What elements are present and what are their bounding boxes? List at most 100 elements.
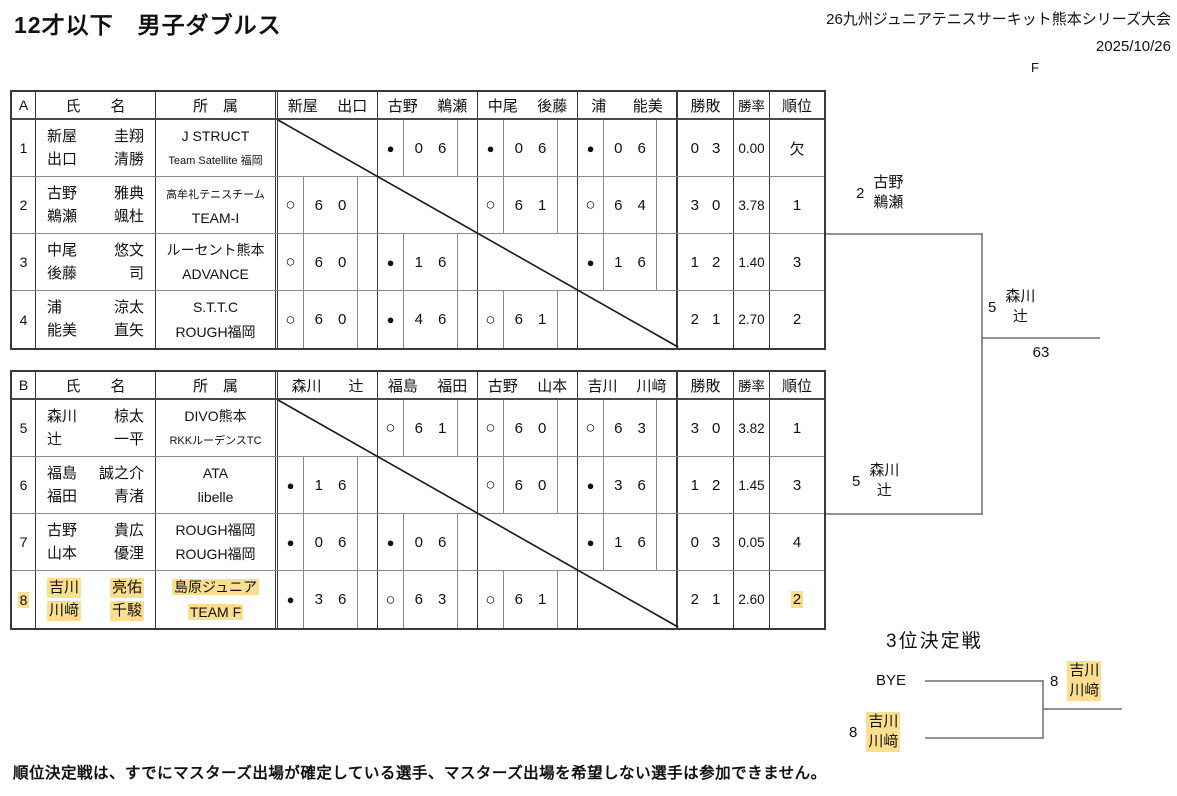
player-family-name: 能美: [47, 322, 78, 340]
match-result-cell: ○ 6 0: [278, 177, 378, 233]
match-extra-cell: [357, 234, 377, 290]
club-name: Team Satellite 福岡: [168, 154, 263, 167]
player-line: 出口 清勝: [36, 150, 155, 170]
player-family-name: 吉川: [47, 577, 82, 598]
loss-mark-icon: ●: [378, 234, 404, 290]
rank-value: 4: [792, 533, 802, 551]
losses-value: 1: [712, 591, 721, 608]
club-cell: ATA libelle: [156, 457, 278, 513]
row-number: 7: [19, 534, 28, 550]
score-value: 6: [514, 196, 523, 214]
player-names-cell: 浦 涼太 能美 直矢: [36, 291, 156, 348]
match-extra-cell: [457, 400, 477, 456]
club-line: libelle: [198, 488, 234, 506]
rank-column-header: 順位: [781, 97, 812, 115]
player-names-cell: 吉川 亮佑 川﨑 千駿: [36, 571, 156, 628]
club-line: Team Satellite 福岡: [168, 150, 262, 170]
score-value: 6: [614, 419, 623, 437]
table-row: 3 中尾 悠文 後藤司 ルーセント熊本 ADVANCE ○ 6 0 ● 1 6 ● 1 6 1…: [12, 234, 824, 291]
rank-column-header: 順位: [781, 377, 812, 395]
win-mark-icon: ○: [278, 291, 304, 348]
match-result-cell: ● 1 6: [378, 234, 478, 290]
rank-value: 2: [790, 591, 804, 608]
player-family-name: 古野: [47, 184, 78, 202]
loss-mark-icon: ●: [278, 514, 304, 570]
bracket-entry-third-bottom: 8 吉川 川﨑: [849, 712, 901, 752]
match-result-cell: ● 0 6: [378, 514, 478, 570]
club-line: ATA: [203, 464, 228, 482]
table-body: 1 新屋 圭翔 出口 清勝 J STRUCT Team Satellite 福岡 ●…: [12, 120, 824, 348]
player-line: 鵜瀬 颯杜: [36, 207, 155, 227]
score-value: 1: [438, 419, 447, 437]
club-cell: DIVO熊本 RKKルーデンスTC: [156, 400, 278, 456]
score-value: 3: [614, 476, 623, 494]
score-value: 4: [637, 196, 646, 214]
tournament-date: 2025/10/26: [1095, 38, 1171, 55]
player-given-name: 亮佑: [109, 577, 144, 598]
footer-note: 順位決定戦は、すでにマスターズ出場が確定している選手、マスターズ出場を希望しない…: [13, 765, 827, 782]
losses-value: 2: [712, 476, 721, 494]
score-value: 6: [514, 591, 523, 608]
match-extra-cell: [457, 457, 477, 513]
club-name: ROUGH福岡: [175, 546, 256, 562]
win-rate-cell: 3.78: [734, 177, 770, 233]
score-value: 6: [314, 253, 323, 271]
club-line: ROUGH福岡: [175, 545, 255, 563]
rank-cell: 2: [770, 571, 824, 628]
rank-cell: 欠: [770, 120, 824, 176]
win-rate-cell: 1.40: [734, 234, 770, 290]
page-title: 12才以下 男子ダブルス: [14, 12, 282, 38]
player-line: 吉川 亮佑: [36, 577, 155, 598]
win-rate-cell: 1.45: [734, 457, 770, 513]
table-header-row: B 氏 名 所 属 森川辻 福島 福田 古野 山本 吉川 川﨑 勝敗 勝率 順位: [12, 372, 824, 400]
score-value: 1: [538, 591, 547, 608]
match-extra-cell: [656, 291, 676, 348]
score-value: 6: [338, 533, 347, 551]
win-mark-icon: ○: [478, 457, 504, 513]
match-result-cell: ● 1 6: [578, 234, 678, 290]
row-number: 2: [19, 197, 28, 213]
header-right: 26九州ジュニアテニスサーキット熊本シリーズ大会 2025/10/26: [826, 8, 1171, 55]
losses-value: 3: [712, 533, 721, 551]
match-extra-cell: [557, 234, 577, 290]
player-given-name: 司: [128, 264, 144, 282]
row-number: 1: [19, 140, 28, 156]
player-given-name: 悠文: [113, 241, 144, 259]
player-line: 福島 誠之介: [36, 464, 155, 484]
match-extra-cell: [656, 400, 676, 456]
player-family-name: 出口: [47, 150, 78, 168]
player-line: 森川 椋太: [36, 407, 155, 427]
bracket-entry-champion: 5 森川 辻: [988, 287, 1035, 327]
match-result-cell: ○ 6 3: [578, 400, 678, 456]
score-value: 0: [538, 419, 547, 437]
match-result-cell: [378, 177, 478, 233]
opponent-column-header: 森川辻: [278, 372, 378, 398]
name-column-header: 氏 名: [36, 372, 156, 398]
player-line: 中尾 悠文: [36, 241, 155, 261]
match-extra-cell: [656, 120, 676, 176]
player-family-name: 古野: [47, 521, 78, 539]
score-value: 6: [614, 196, 623, 214]
match-extra-cell: [357, 514, 377, 570]
club-name: TEAM F: [187, 603, 244, 620]
club-line: TEAM F: [187, 603, 244, 621]
table-row: 2 古野 雅典 鵜瀬 颯杜 高牟礼テニスチーム TEAM-I ○ 6 0 ○ 6 1 ○ 6 4…: [12, 177, 824, 234]
club-name: libelle: [197, 489, 234, 505]
player-given-name: 圭翔: [113, 127, 144, 145]
match-result-cell: ● 0 6: [478, 120, 578, 176]
win-mark-icon: ○: [278, 177, 304, 233]
bracket-entry-a-winner: 2 古野 鵜瀬: [856, 173, 903, 213]
club-line: 島原ジュニア: [171, 578, 260, 596]
match-extra-cell: [357, 291, 377, 348]
score-value: 6: [514, 419, 523, 437]
player-family-name: 山本: [47, 544, 78, 562]
match-extra-cell: [357, 177, 377, 233]
third-place-title: 3位決定戦: [886, 631, 983, 652]
match-result-cell: ○ 6 1: [478, 177, 578, 233]
club-line: S.T.T.C: [193, 298, 238, 316]
